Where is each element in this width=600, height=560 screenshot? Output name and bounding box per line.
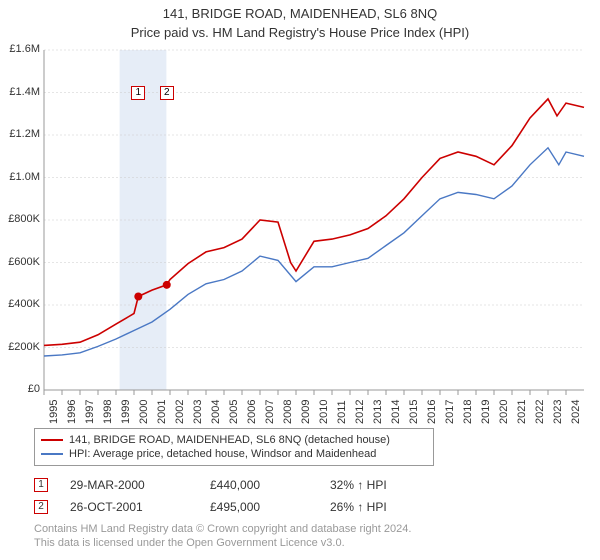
y-tick-label: £1.2M xyxy=(0,128,40,140)
x-tick-label: 1996 xyxy=(66,400,78,424)
transaction-row: 1 29-MAR-2000£440,00032% ↑ HPI xyxy=(34,474,450,496)
x-tick-label: 2009 xyxy=(300,400,312,424)
line-chart-svg xyxy=(44,50,584,390)
footer-line-2: This data is licensed under the Open Gov… xyxy=(34,536,411,550)
x-tick-label: 2021 xyxy=(516,400,528,424)
chart-area xyxy=(44,50,584,390)
y-tick-label: £1.0M xyxy=(0,171,40,183)
y-tick-label: £0 xyxy=(0,383,40,395)
transaction-pct: 32% ↑ HPI xyxy=(330,478,450,492)
legend-box: 141, BRIDGE ROAD, MAIDENHEAD, SL6 8NQ (d… xyxy=(34,428,434,466)
transaction-marker: 2 xyxy=(34,500,48,514)
y-tick-label: £1.6M xyxy=(0,43,40,55)
chart-marker-1: 1 xyxy=(131,86,145,100)
x-tick-label: 2017 xyxy=(444,400,456,424)
chart-subtitle: Price paid vs. HM Land Registry's House … xyxy=(0,21,600,42)
x-tick-label: 2004 xyxy=(210,400,222,424)
x-tick-label: 1998 xyxy=(102,400,114,424)
chart-container: 141, BRIDGE ROAD, MAIDENHEAD, SL6 8NQ Pr… xyxy=(0,0,600,560)
y-tick-label: £800K xyxy=(0,213,40,225)
legend-swatch xyxy=(41,439,63,441)
x-tick-label: 2014 xyxy=(390,400,402,424)
chart-marker-2: 2 xyxy=(160,86,174,100)
legend-label: HPI: Average price, detached house, Wind… xyxy=(69,448,376,460)
x-tick-label: 2023 xyxy=(552,400,564,424)
transaction-date: 26-OCT-2001 xyxy=(70,500,210,514)
transaction-row: 2 26-OCT-2001£495,00026% ↑ HPI xyxy=(34,496,450,518)
x-tick-label: 2022 xyxy=(534,400,546,424)
x-tick-label: 2007 xyxy=(264,400,276,424)
x-tick-label: 2008 xyxy=(282,400,294,424)
x-tick-label: 2020 xyxy=(498,400,510,424)
x-tick-label: 2019 xyxy=(480,400,492,424)
y-tick-label: £400K xyxy=(0,298,40,310)
y-tick-label: £1.4M xyxy=(0,86,40,98)
x-tick-label: 2018 xyxy=(462,400,474,424)
x-tick-label: 1995 xyxy=(48,400,60,424)
footer-attribution: Contains HM Land Registry data © Crown c… xyxy=(34,522,411,551)
x-tick-label: 2015 xyxy=(408,400,420,424)
x-tick-label: 2016 xyxy=(426,400,438,424)
x-tick-label: 2001 xyxy=(156,400,168,424)
x-tick-label: 1999 xyxy=(120,400,132,424)
transactions-table: 1 29-MAR-2000£440,00032% ↑ HPI 2 26-OCT-200… xyxy=(34,474,450,518)
legend-swatch xyxy=(41,453,63,455)
transaction-price: £440,000 xyxy=(210,478,330,492)
x-tick-label: 2011 xyxy=(336,400,348,424)
x-tick-label: 1997 xyxy=(84,400,96,424)
transaction-date: 29-MAR-2000 xyxy=(70,478,210,492)
x-tick-label: 2013 xyxy=(372,400,384,424)
x-tick-label: 2005 xyxy=(228,400,240,424)
x-tick-label: 2010 xyxy=(318,400,330,424)
legend-label: 141, BRIDGE ROAD, MAIDENHEAD, SL6 8NQ (d… xyxy=(69,434,390,446)
y-tick-label: £600K xyxy=(0,256,40,268)
y-tick-label: £200K xyxy=(0,341,40,353)
x-tick-label: 2024 xyxy=(570,400,582,424)
x-tick-label: 2000 xyxy=(138,400,150,424)
x-tick-label: 2003 xyxy=(192,400,204,424)
legend-item: HPI: Average price, detached house, Wind… xyxy=(41,447,427,461)
footer-line-1: Contains HM Land Registry data © Crown c… xyxy=(34,522,411,536)
transaction-pct: 26% ↑ HPI xyxy=(330,500,450,514)
legend-item: 141, BRIDGE ROAD, MAIDENHEAD, SL6 8NQ (d… xyxy=(41,433,427,447)
x-tick-label: 2002 xyxy=(174,400,186,424)
x-tick-label: 2006 xyxy=(246,400,258,424)
chart-title: 141, BRIDGE ROAD, MAIDENHEAD, SL6 8NQ xyxy=(0,0,600,21)
transaction-marker: 1 xyxy=(34,478,48,492)
x-tick-label: 2012 xyxy=(354,400,366,424)
transaction-price: £495,000 xyxy=(210,500,330,514)
